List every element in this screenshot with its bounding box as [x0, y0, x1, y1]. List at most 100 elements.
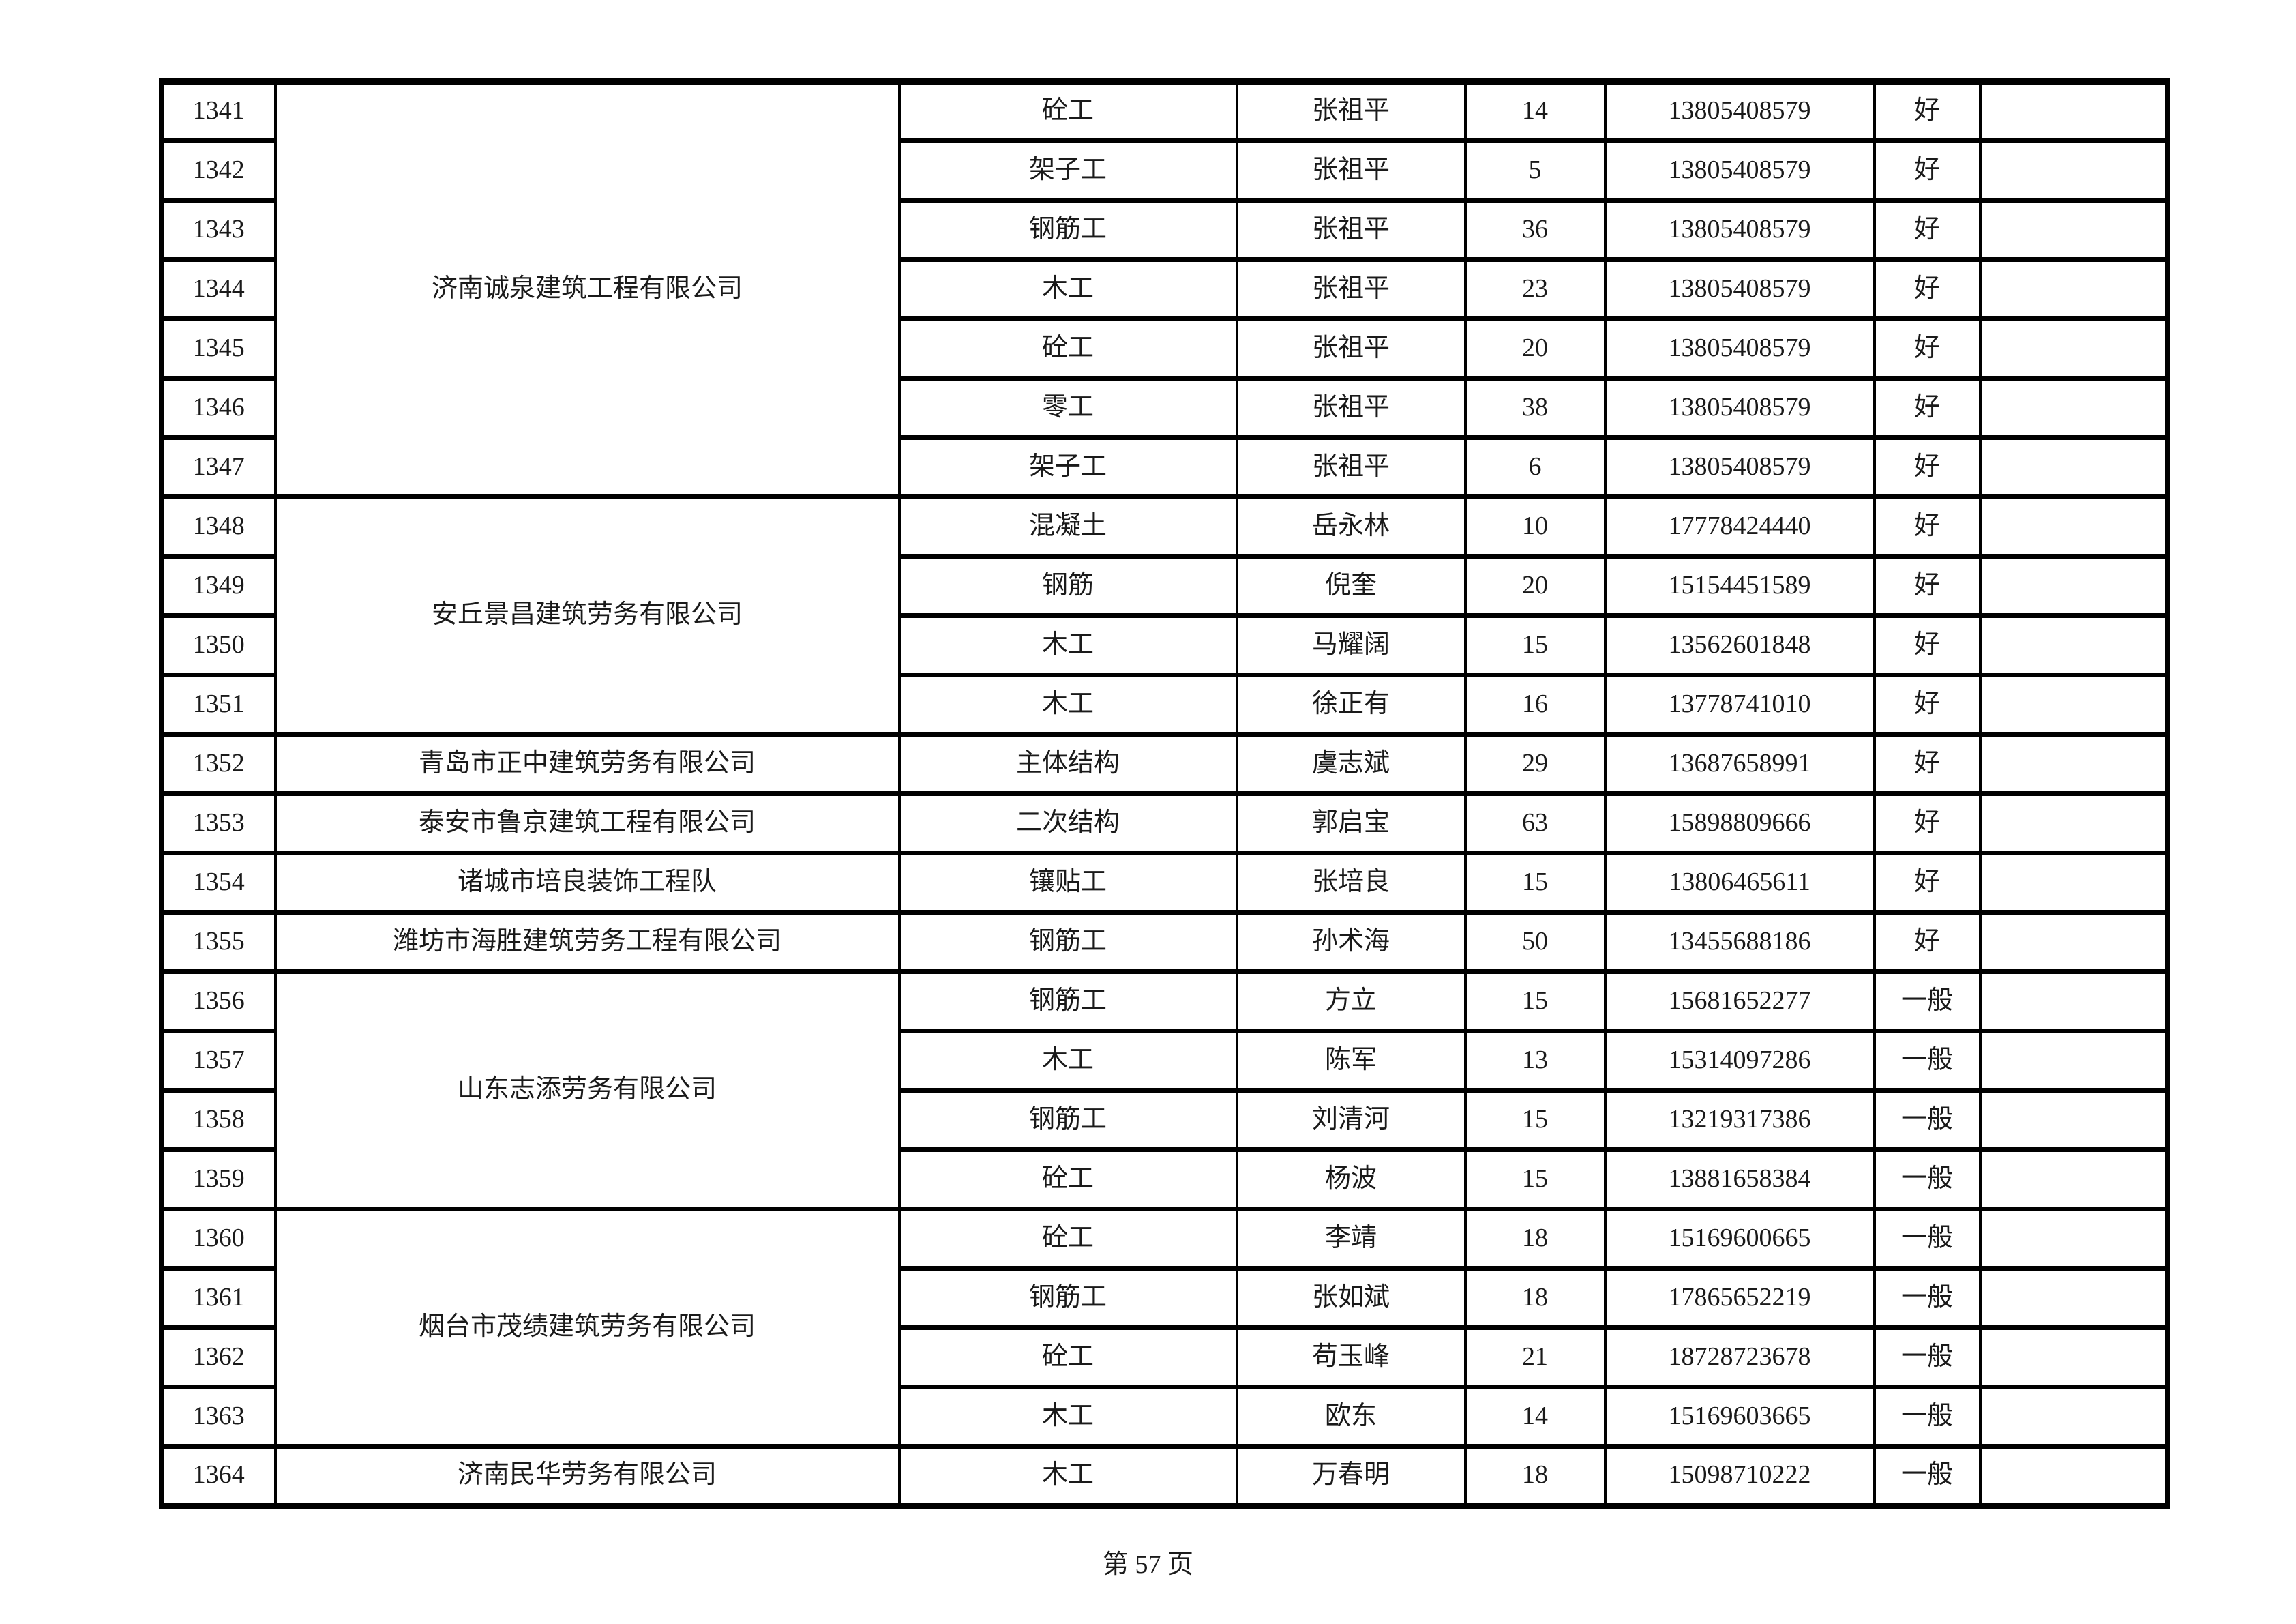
rating-cell: 好: [1873, 612, 1982, 677]
work-type-cell: 木工: [897, 1443, 1238, 1508]
worker-count-cell: 20: [1463, 553, 1607, 618]
work-type-cell: 零工: [897, 375, 1238, 440]
phone-number-cell: 13219317386: [1603, 1087, 1876, 1152]
phone-number-cell: 13805408579: [1603, 434, 1876, 499]
phone-number-cell: 13805408579: [1603, 256, 1876, 321]
phone-number-cell: 15169600665: [1603, 1206, 1876, 1271]
company-name-cell: 泰安市鲁京建筑工程有限公司: [273, 791, 901, 855]
row-number-cell: 1363: [160, 1384, 277, 1449]
work-type-cell: 砼工: [897, 1147, 1238, 1211]
note-cell: [1978, 1384, 2169, 1449]
rating-cell: 一般: [1873, 1325, 1982, 1389]
note-cell: [1978, 1028, 2169, 1093]
leader-name-cell: 马耀阔: [1235, 612, 1467, 677]
note-cell: [1978, 1147, 2169, 1211]
leader-name-cell: 刘清河: [1235, 1087, 1467, 1152]
leader-name-cell: 陈军: [1235, 1028, 1467, 1093]
note-cell: [1978, 672, 2169, 737]
work-type-cell: 钢筋工: [897, 1265, 1238, 1330]
work-type-cell: 钢筋工: [897, 969, 1238, 1033]
note-cell: [1978, 1087, 2169, 1152]
work-type-cell: 木工: [897, 1384, 1238, 1449]
worker-count-cell: 63: [1463, 791, 1607, 855]
rating-cell: 一般: [1873, 1265, 1982, 1330]
worker-count-cell: 21: [1463, 1325, 1607, 1389]
company-name-cell: 济南民华劳务有限公司: [273, 1443, 901, 1508]
leader-name-cell: 倪奎: [1235, 553, 1467, 618]
table-row: 1352 青岛市正中建筑劳务有限公司 主体结构 虞志斌 29 13687658991 好: [160, 731, 2169, 796]
company-name-cell: 济南诚泉建筑工程有限公司: [273, 78, 901, 499]
leader-name-cell: 万春明: [1235, 1443, 1467, 1508]
work-type-cell: 砼工: [897, 78, 1238, 143]
note-cell: [1978, 78, 2169, 143]
worker-count-cell: 18: [1463, 1265, 1607, 1330]
row-number-cell: 1351: [160, 672, 277, 737]
phone-number-cell: 17778424440: [1603, 494, 1876, 559]
table-row: 1341 济南诚泉建筑工程有限公司 砼工 张祖平 14 13805408579 好: [160, 78, 2169, 499]
note-cell: [1978, 969, 2169, 1033]
row-number-cell: 1364: [160, 1443, 277, 1508]
page-number-text: 第 57 页: [1102, 1550, 1193, 1579]
company-name-cell: 安丘景昌建筑劳务有限公司: [273, 494, 901, 737]
work-type-cell: 主体结构: [897, 731, 1238, 796]
company-name-cell: 烟台市茂绩建筑劳务有限公司: [273, 1206, 901, 1449]
rating-cell: 好: [1873, 494, 1982, 559]
rating-cell: 好: [1873, 731, 1982, 796]
table-row: 1362 砼工 苟玉峰 21 18728723678 一般: [160, 1325, 2169, 1389]
phone-number-cell: 15898809666: [1603, 791, 1876, 855]
rating-cell: 好: [1873, 256, 1982, 321]
row-number-cell: 1362: [160, 1325, 277, 1389]
work-type-cell: 钢筋工: [897, 909, 1238, 974]
leader-name-cell: 张祖平: [1235, 138, 1467, 203]
phone-number-cell: 13455688186: [1603, 909, 1876, 974]
row-number-cell: 1360: [160, 1206, 277, 1271]
phone-number-cell: 13805408579: [1603, 316, 1876, 381]
leader-name-cell: 郭启宝: [1235, 791, 1467, 855]
phone-number-cell: 13805408579: [1603, 375, 1876, 440]
phone-number-cell: 13806465611: [1603, 850, 1876, 915]
rating-cell: 一般: [1873, 1443, 1982, 1508]
note-cell: [1978, 791, 2169, 855]
rating-cell: 一般: [1873, 1206, 1982, 1271]
note-cell: [1978, 138, 2169, 203]
worker-count-cell: 14: [1463, 1384, 1607, 1449]
company-name-cell: 诸城市培良装饰工程队: [273, 850, 901, 915]
note-cell: [1978, 197, 2169, 262]
phone-number-cell: 15098710222: [1603, 1443, 1876, 1508]
row-number-cell: 1353: [160, 791, 277, 855]
rating-cell: 好: [1873, 909, 1982, 974]
note-cell: [1978, 1265, 2169, 1330]
table-row: 1356 山东志添劳务有限公司 钢筋工 方立 15 15681652277 一般: [160, 969, 2169, 1211]
work-type-cell: 木工: [897, 256, 1238, 321]
worker-count-cell: 10: [1463, 494, 1607, 559]
worker-count-cell: 15: [1463, 850, 1607, 915]
row-number-cell: 1346: [160, 375, 277, 440]
table-row: 1355 潍坊市海胜建筑劳务工程有限公司 钢筋工 孙术海 50 13455688186 好: [160, 909, 2169, 974]
phone-number-cell: 15154451589: [1603, 553, 1876, 618]
rating-cell: 好: [1873, 375, 1982, 440]
rating-cell: 好: [1873, 850, 1982, 915]
labor-companies-table: 1341 济南诚泉建筑工程有限公司 砼工 张祖平 14 13805408579 好 1342 架…: [159, 78, 2170, 1509]
leader-name-cell: 张祖平: [1235, 316, 1467, 381]
company-name-cell: 潍坊市海胜建筑劳务工程有限公司: [273, 909, 901, 974]
phone-number-cell: 15169603665: [1603, 1384, 1876, 1449]
phone-number-cell: 18728723678: [1603, 1325, 1876, 1389]
row-number-cell: 1343: [160, 197, 277, 262]
worker-count-cell: 36: [1463, 197, 1607, 262]
rating-cell: 好: [1873, 791, 1982, 855]
note-cell: [1978, 316, 2169, 381]
table-row: 1353 泰安市鲁京建筑工程有限公司 二次结构 郭启宝 63 15898809666 好: [160, 791, 2169, 855]
row-number-cell: 1344: [160, 256, 277, 321]
rating-cell: 一般: [1873, 1147, 1982, 1211]
note-cell: [1978, 553, 2169, 618]
leader-name-cell: 张祖平: [1235, 375, 1467, 440]
worker-count-cell: 14: [1463, 78, 1607, 143]
phone-number-cell: 13562601848: [1603, 612, 1876, 677]
leader-name-cell: 杨波: [1235, 1147, 1467, 1211]
phone-number-cell: 13778741010: [1603, 672, 1876, 737]
note-cell: [1978, 850, 2169, 915]
leader-name-cell: 张祖平: [1235, 197, 1467, 262]
row-number-cell: 1355: [160, 909, 277, 974]
work-type-cell: 架子工: [897, 434, 1238, 499]
work-type-cell: 镶贴工: [897, 850, 1238, 915]
